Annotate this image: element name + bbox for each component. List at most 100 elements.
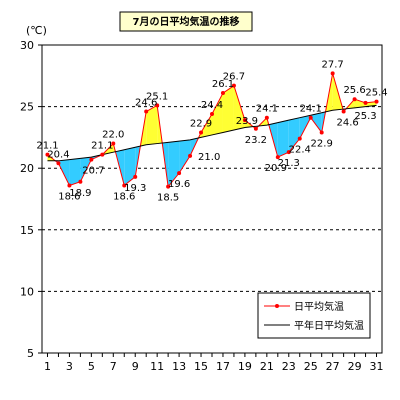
data-point <box>253 126 258 131</box>
data-point <box>242 118 247 123</box>
below-normal-fill <box>277 120 289 158</box>
series-points <box>45 71 379 189</box>
data-label: 21.1 <box>91 141 113 152</box>
y-tick-label: 10 <box>20 285 34 298</box>
below-normal-fill <box>69 158 81 186</box>
data-point <box>188 153 193 158</box>
above-normal-fill <box>222 85 234 133</box>
data-point <box>144 109 149 114</box>
data-point <box>330 71 335 76</box>
data-point <box>264 115 269 120</box>
data-point <box>111 141 116 146</box>
data-label: 24.6 <box>336 118 358 129</box>
data-point <box>166 184 171 189</box>
data-label: 21.1 <box>36 141 58 152</box>
data-point <box>56 161 61 166</box>
data-point <box>374 99 379 104</box>
data-point <box>231 83 236 88</box>
chart-title: 7月の日平均気温の推移 <box>119 11 253 32</box>
data-label: 25.6 <box>343 85 365 96</box>
legend: 日平均気温 平年日平均気温 <box>257 292 371 339</box>
data-label: 21.0 <box>198 152 220 163</box>
data-label: 26.1 <box>212 79 234 90</box>
grid <box>42 106 382 292</box>
above-normal-fill <box>212 93 223 135</box>
legend-marker-daily <box>275 304 279 308</box>
data-label: 22.9 <box>311 138 333 149</box>
data-label: 22.0 <box>102 130 124 141</box>
data-label: 25.4 <box>365 88 387 99</box>
x-axis: 1 3 5 7 9 11 13 15 17 19 21 23 25 27 29 31 <box>44 353 384 373</box>
y-tick-label: 25 <box>20 101 34 114</box>
data-label: 20.9 <box>265 163 287 174</box>
data-point <box>67 183 72 188</box>
x-tick-label: 31 <box>370 360 384 373</box>
legend-label-daily: 日平均気温 <box>294 300 344 313</box>
data-labels: 21.120.418.618.920.721.122.018.619.324.6… <box>36 59 387 203</box>
data-label: 24.6 <box>135 98 157 109</box>
x-tick-label: 1 <box>44 360 51 373</box>
data-point <box>297 136 302 141</box>
x-tick-label: 7 <box>110 360 117 373</box>
data-label: 18.6 <box>113 191 135 202</box>
data-label: 24.4 <box>201 100 223 111</box>
x-tick-label: 3 <box>66 360 73 373</box>
below-normal-fill <box>124 147 136 186</box>
data-label: 19.6 <box>168 179 190 190</box>
data-point <box>100 152 105 157</box>
data-point <box>341 109 346 114</box>
legend-label-normal: 平年日平均気温 <box>294 319 364 332</box>
chart-title-box <box>119 11 253 32</box>
data-point <box>78 179 83 184</box>
below-normal-fill <box>168 141 180 187</box>
x-tick-label: 15 <box>194 360 208 373</box>
data-point <box>133 174 138 179</box>
y-tick-label: 5 <box>27 347 34 360</box>
data-label: 20.7 <box>82 166 104 177</box>
data-label: 26.7 <box>223 72 245 83</box>
data-label: 20.4 <box>47 149 69 160</box>
x-tick-label: 19 <box>238 360 252 373</box>
data-point <box>220 91 225 96</box>
y-tick-label: 15 <box>20 224 34 237</box>
below-normal-fill <box>310 112 322 133</box>
above-normal-fill <box>354 99 366 108</box>
data-label: 18.9 <box>69 188 91 199</box>
data-point <box>210 111 214 116</box>
data-label: 24.1 <box>256 104 278 115</box>
data-label: 18.6 <box>58 191 80 202</box>
x-tick-label: 27 <box>326 360 340 373</box>
y-unit-label: (℃) <box>26 24 47 37</box>
data-point <box>275 155 280 160</box>
data-point <box>199 130 204 135</box>
data-label: 23.2 <box>245 135 267 146</box>
legend-box <box>257 292 371 339</box>
chart-title-text: 7月の日平均気温の推移 <box>133 15 240 28</box>
data-point <box>89 157 94 162</box>
data-label: 18.5 <box>157 193 179 204</box>
x-tick-label: 17 <box>216 360 230 373</box>
data-label: 23.9 <box>236 116 258 127</box>
x-tick-label: 23 <box>282 360 296 373</box>
data-label: 22.9 <box>190 118 212 129</box>
x-tick-label: 11 <box>150 360 164 373</box>
data-label: 25.3 <box>354 111 376 122</box>
above-normal-fill <box>146 105 158 145</box>
data-point <box>363 100 368 105</box>
x-tick-label: 5 <box>88 360 95 373</box>
data-label: 27.7 <box>322 59 344 70</box>
x-tick-label: 25 <box>304 360 318 373</box>
data-point <box>352 97 357 102</box>
y-tick-label: 30 <box>20 39 34 52</box>
data-point <box>308 115 313 120</box>
below-normal-fill <box>179 139 191 174</box>
data-point <box>155 103 160 108</box>
x-tick-label: 13 <box>172 360 186 373</box>
data-label: 19.3 <box>124 183 146 194</box>
data-label: 22.4 <box>289 145 311 156</box>
data-point <box>319 130 324 135</box>
y-tick-label: 20 <box>20 162 34 175</box>
data-point <box>122 183 127 188</box>
x-tick-label: 21 <box>260 360 274 373</box>
